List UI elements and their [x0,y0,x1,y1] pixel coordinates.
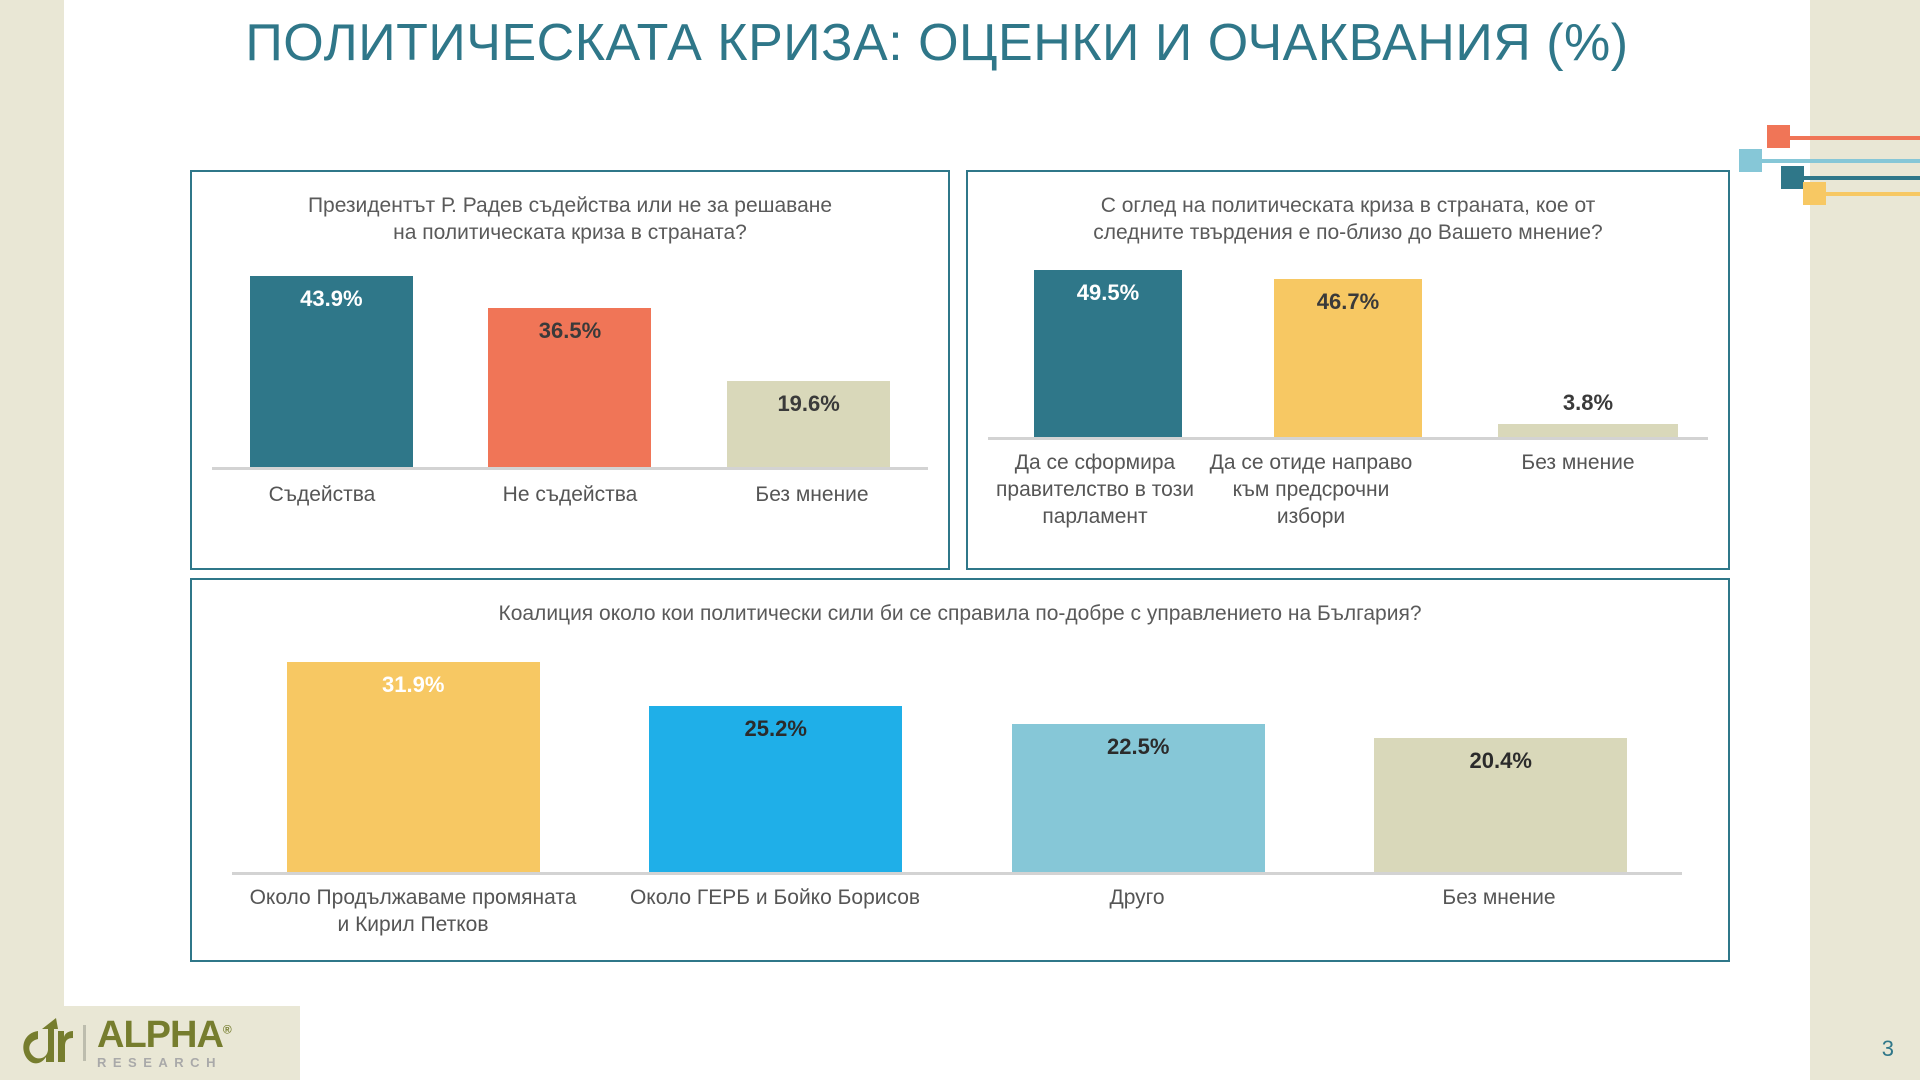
bar-group[interactable]: 36.5% [470,308,670,467]
logo-wordmark: ALPHA® RESEARCH [97,1014,232,1070]
bar-value-label: 25.2% [744,716,807,741]
bar-value-label: 20.4% [1469,748,1532,773]
decorative-squares-group [1735,112,1920,205]
page-title: ПОЛИТИЧЕСКАТА КРИЗА: ОЦЕНКИ И ОЧАКВАНИЯ … [245,14,1629,72]
chart-title-line: Президентът Р. Радев съдейства или не за… [307,194,833,217]
category-label-no-opinion: Без мнение [1521,451,1635,474]
axis-line-president [212,467,928,470]
chart-title-president: Президентът Р. Радев съдейства или не за… [210,192,930,247]
category-line: Да се сформира [1014,451,1176,474]
bar-group[interactable]: 43.9% [231,276,431,467]
alpha-research-logo: ALPHA® RESEARCH [18,1012,293,1074]
logo-alpha-label: ALPHA [97,1014,224,1057]
logo-research-text: RESEARCH [97,1054,222,1070]
chart-panel-statements: С оглед на политическата криза в странат… [966,170,1730,570]
bar-early-elections[interactable]: 46.7% [1274,279,1422,437]
chart-title-line: на политическата криза в страната? [393,221,747,245]
category-label-gerb-borisov: Около ГЕРБ и Бойко Борисов [629,886,921,909]
category-line: правителство в този [996,477,1194,501]
category-label-bez-mnenie: Без мнение [755,483,869,506]
bar-group[interactable]: 49.5% [1003,270,1213,437]
chart-title-coalition: Коалиция около кои политически сили би с… [210,600,1710,627]
category-label-bez-mnenie-coalition: Без мнение [1442,886,1556,909]
category-label-drugo: Друго [1109,886,1165,909]
lightblue-square [1739,149,1762,172]
bar-ne-sadeistva[interactable]: 36.5% [488,308,652,467]
category-line: избори [1276,504,1346,528]
bar-value-label: 46.7% [1316,289,1380,314]
chart-title-line: следните твърдения е по-близо до Вашето … [1093,221,1603,245]
bar-value-label: 31.9% [382,672,445,697]
teal-square [1781,166,1804,189]
category-label-sadeistva: Съдейства [268,483,376,506]
bars-coalition: 31.9% 25.2% 22.5% 20.4% [232,660,1682,872]
orange-line [1789,136,1920,140]
category-label-early-elections: Да се отиде направо към предсрочни избор… [1206,450,1416,531]
axis-line-statements [988,437,1708,440]
bar-group[interactable]: 19.6% [709,381,909,467]
orange-square [1767,125,1790,148]
chart-title-line: С оглед на политическата криза в странат… [1100,194,1596,217]
bars-statements: 49.5% 46.7% 3.8% [988,237,1708,437]
bar-no-opinion[interactable]: 3.8% [1498,390,1678,437]
registered-mark-icon: ® [222,1022,232,1037]
bar-group[interactable]: 20.4% [1320,738,1682,872]
lightblue-line [1761,159,1920,163]
bar-drugo[interactable]: 22.5% [1011,724,1265,872]
bar-bez-mnenie[interactable]: 19.6% [727,381,891,467]
bar-group[interactable]: 46.7% [1243,279,1453,437]
category-line: Да се отиде направо [1209,451,1413,474]
bar-value-label: 36.5% [538,318,602,343]
right-accent-strip [1810,0,1920,1080]
bar-value-label: 19.6% [777,391,840,416]
chart-panel-president: Президентът Р. Радев съдейства или не за… [190,170,950,570]
bar-group[interactable]: 22.5% [957,724,1319,872]
bar-pp-petkov[interactable]: 31.9% [286,662,540,872]
teal-line [1803,176,1920,180]
bar-value-label: 43.9% [300,286,363,311]
bar-form-government[interactable]: 49.5% [1034,270,1182,437]
category-label-ne-sadeistva: Не съдейства [502,483,638,506]
arrow-logo-icon [23,1018,73,1064]
bar-value-label: 3.8% [1562,390,1614,415]
left-accent-strip [0,0,64,1080]
bar-value-label: 49.5% [1076,280,1140,305]
category-label-form-government: Да се сформира правителство в този парла… [990,450,1200,531]
category-line: Около Продължаваме промяната [249,886,577,909]
category-line: парламент [1042,504,1148,528]
bars-president: 43.9% 36.5% 19.6% [212,257,928,467]
axis-line-coalition [232,872,1682,875]
page-number: 3 [1881,1036,1894,1061]
category-label-pp-petkov: Около Продължаваме промяната и Кирил Пет… [232,885,594,939]
chart-panel-coalition: Коалиция около кои политически сили би с… [190,578,1730,962]
bar-sadeistva[interactable]: 43.9% [249,276,413,467]
logo-alpha-text: ALPHA® [97,1014,232,1057]
bar-group[interactable]: 25.2% [595,706,957,872]
bar-group[interactable]: 31.9% [232,662,594,872]
bar-gerb-borisov[interactable]: 25.2% [649,706,903,872]
bar-group[interactable]: 3.8% [1483,390,1693,437]
chart-title-line: Коалиция около кои политически сили би с… [498,602,1422,625]
category-line: към предсрочни [1232,477,1390,501]
logo-divider [83,1025,86,1061]
category-line: и Кирил Петков [337,912,489,936]
bar-value-label: 22.5% [1107,734,1170,759]
bar-bez-mnenie-coalition[interactable]: 20.4% [1374,738,1628,872]
yellow-line [1825,192,1920,196]
yellow-square [1803,182,1826,205]
chart-title-statements: С оглед на политическата криза в странат… [986,192,1710,247]
